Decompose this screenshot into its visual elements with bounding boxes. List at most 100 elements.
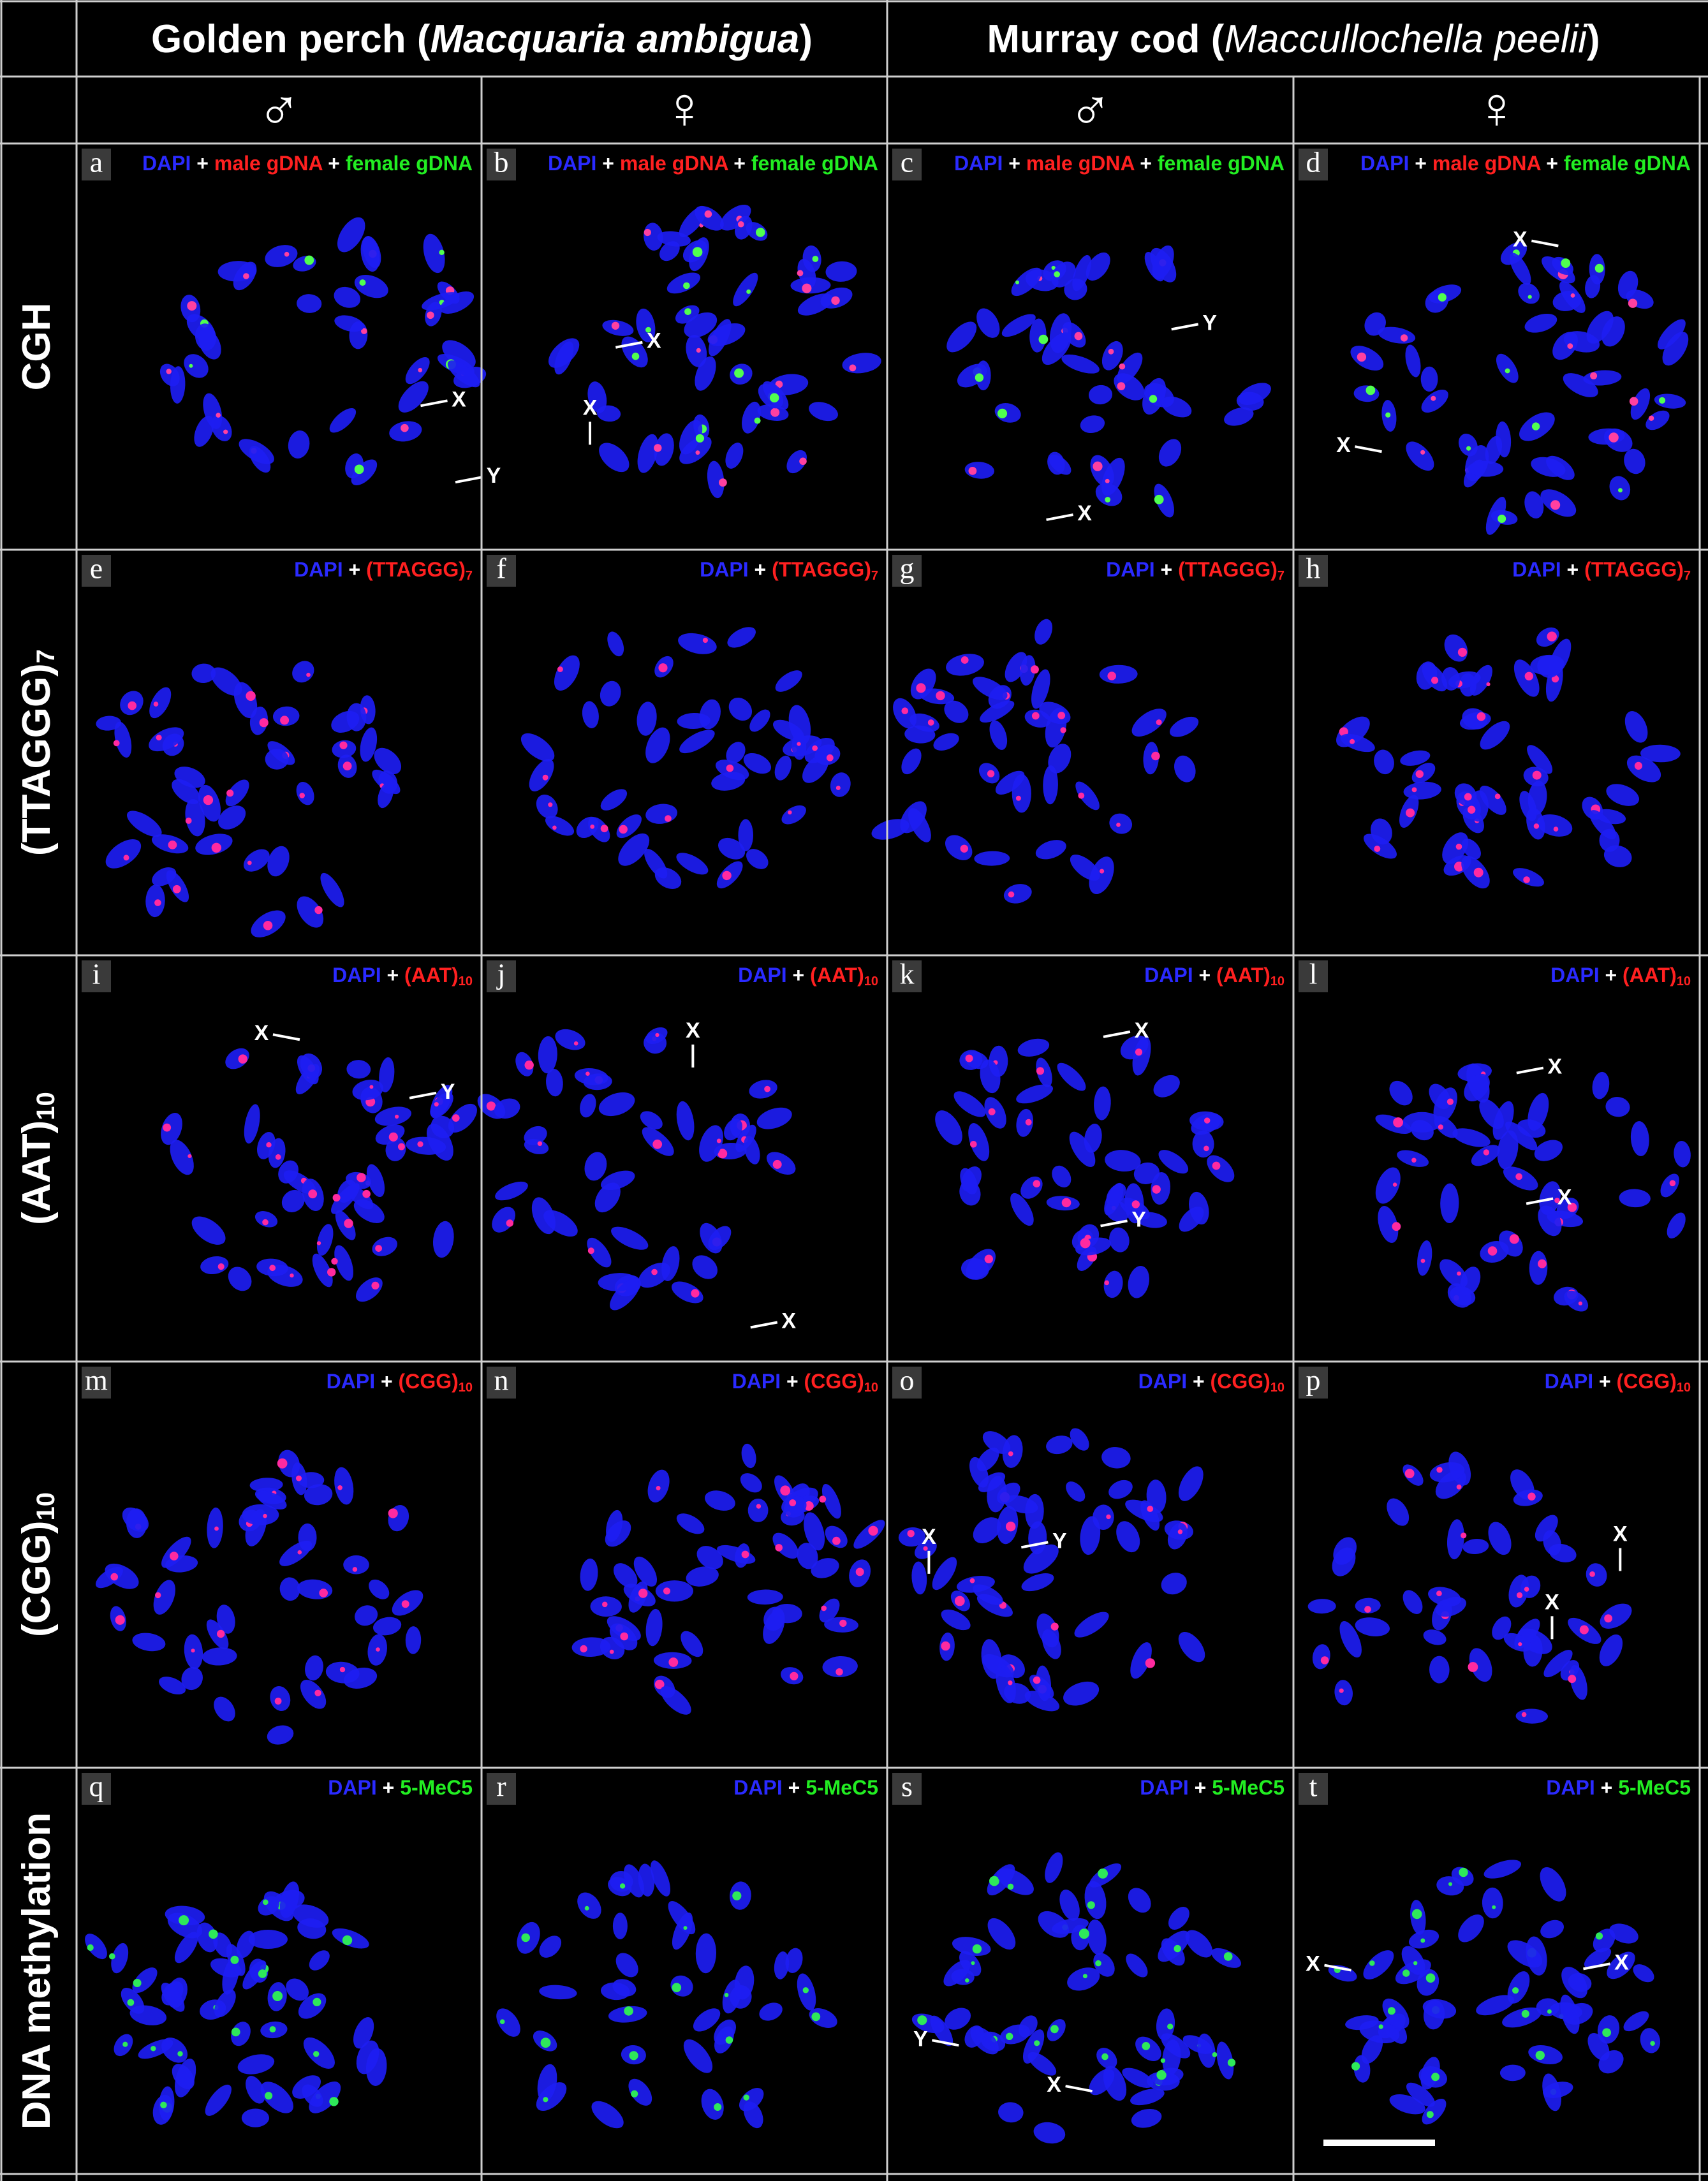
- signal: [775, 1544, 783, 1552]
- chromosome: [591, 2101, 624, 2129]
- signal: [585, 1071, 590, 1076]
- chromosome: [1542, 2073, 1561, 2111]
- chromosome: [628, 2078, 652, 2106]
- chromosome: [577, 1892, 601, 1919]
- signal: [746, 289, 751, 294]
- species-suffix: ): [799, 17, 813, 61]
- chromosome: [1499, 2064, 1526, 2082]
- chromosome: [153, 1580, 175, 1615]
- signal: [269, 2026, 276, 2033]
- micrograph: [95, 1450, 423, 1745]
- annotation: X: [1047, 2073, 1061, 2097]
- chromosome: [1089, 2069, 1115, 2096]
- signal: [1135, 1048, 1143, 1056]
- chromosome: [432, 1221, 454, 1258]
- signal: [337, 1485, 342, 1490]
- chromosome: [1402, 1590, 1423, 1615]
- chromosome: [1031, 669, 1050, 709]
- chromosome: [1355, 1597, 1381, 1613]
- probe-part: DAPI: [732, 1370, 781, 1393]
- chromosome: [611, 1226, 649, 1250]
- panel-letter: n: [494, 1364, 509, 1397]
- chromosome: [1307, 1599, 1336, 1614]
- probe-label: DAPI + (CGG)10: [732, 1370, 878, 1395]
- signal: [274, 1698, 282, 1705]
- chromosome: [292, 2075, 321, 2099]
- signal: [1098, 1869, 1108, 1879]
- signal: [645, 327, 651, 333]
- chromosome: [214, 1989, 236, 2018]
- chromosome: [267, 1725, 294, 1745]
- signal: [1034, 2040, 1040, 2046]
- chromosome: [1095, 483, 1123, 506]
- annotation: X: [452, 387, 466, 411]
- signal: [975, 373, 984, 382]
- chromosome: [1161, 396, 1192, 418]
- chromosome: [982, 1431, 1011, 1454]
- chromosome: [127, 811, 162, 837]
- probe-part: 7: [871, 569, 878, 583]
- signal: [209, 1929, 218, 1939]
- signal: [499, 2019, 505, 2024]
- signal: [1402, 1969, 1410, 1977]
- micrograph: [159, 217, 487, 485]
- annotation: X: [1614, 1950, 1629, 1974]
- signal: [1533, 823, 1540, 829]
- row-label-text: (AAT): [15, 1120, 59, 1225]
- chromosome: [980, 1059, 1001, 1094]
- chromosome: [1617, 270, 1638, 299]
- signal: [821, 1605, 827, 1612]
- signal: [988, 1108, 996, 1115]
- probe-label: DAPI + (TTAGGG)7: [700, 558, 878, 583]
- signal: [109, 1953, 115, 1960]
- signal: [1404, 1469, 1415, 1479]
- chromosome: [871, 819, 909, 840]
- chromosome: [654, 867, 682, 890]
- chromosome: [1518, 283, 1540, 304]
- chromosome: [811, 1558, 839, 1578]
- chromosome: [1479, 1099, 1504, 1129]
- probe-part: DAPI: [328, 1776, 376, 1799]
- chromosome: [1624, 711, 1648, 743]
- sex-symbol: ♀: [663, 75, 707, 140]
- panel-letter: r: [496, 1770, 506, 1803]
- chromosome: [613, 1563, 638, 1588]
- signal: [1015, 795, 1021, 801]
- annotation: X: [583, 395, 598, 420]
- signal: [128, 701, 136, 710]
- chromosome: [1016, 1108, 1033, 1137]
- signal: [427, 311, 434, 319]
- chromosome: [637, 434, 659, 473]
- chromosome: [774, 755, 791, 781]
- chromosome: [719, 205, 751, 231]
- signal: [724, 1993, 729, 1997]
- signal: [552, 825, 557, 830]
- row-label-text: DNA methylation: [15, 1812, 59, 2129]
- signal: [314, 906, 323, 914]
- signal: [1078, 792, 1085, 799]
- signal: [1455, 843, 1462, 850]
- chromosome: [704, 1490, 735, 1511]
- chromosome: [1406, 441, 1434, 471]
- chromosome: [1375, 1167, 1401, 1204]
- probe-label: DAPI + male gDNA + female gDNA: [1360, 152, 1691, 175]
- signal: [573, 1041, 578, 1046]
- chromosome: [447, 360, 480, 388]
- chromosome: [638, 1863, 655, 1897]
- signal: [486, 1101, 496, 1111]
- panel-letter-box: [892, 960, 922, 992]
- annotation-arrow: [455, 476, 483, 484]
- signal: [1476, 712, 1486, 721]
- signal: [506, 1219, 513, 1227]
- chromosome: [1010, 1193, 1034, 1226]
- chromosome: [640, 1111, 663, 1130]
- signal: [238, 1054, 247, 1064]
- probe-part: female gDNA: [1158, 152, 1285, 175]
- chromosome: [244, 1104, 260, 1144]
- chromosome: [1075, 781, 1100, 811]
- chromosome: [1143, 742, 1159, 775]
- chromosome: [1109, 1227, 1130, 1252]
- signal: [439, 249, 445, 255]
- signal: [1628, 298, 1638, 308]
- signal: [1547, 631, 1557, 642]
